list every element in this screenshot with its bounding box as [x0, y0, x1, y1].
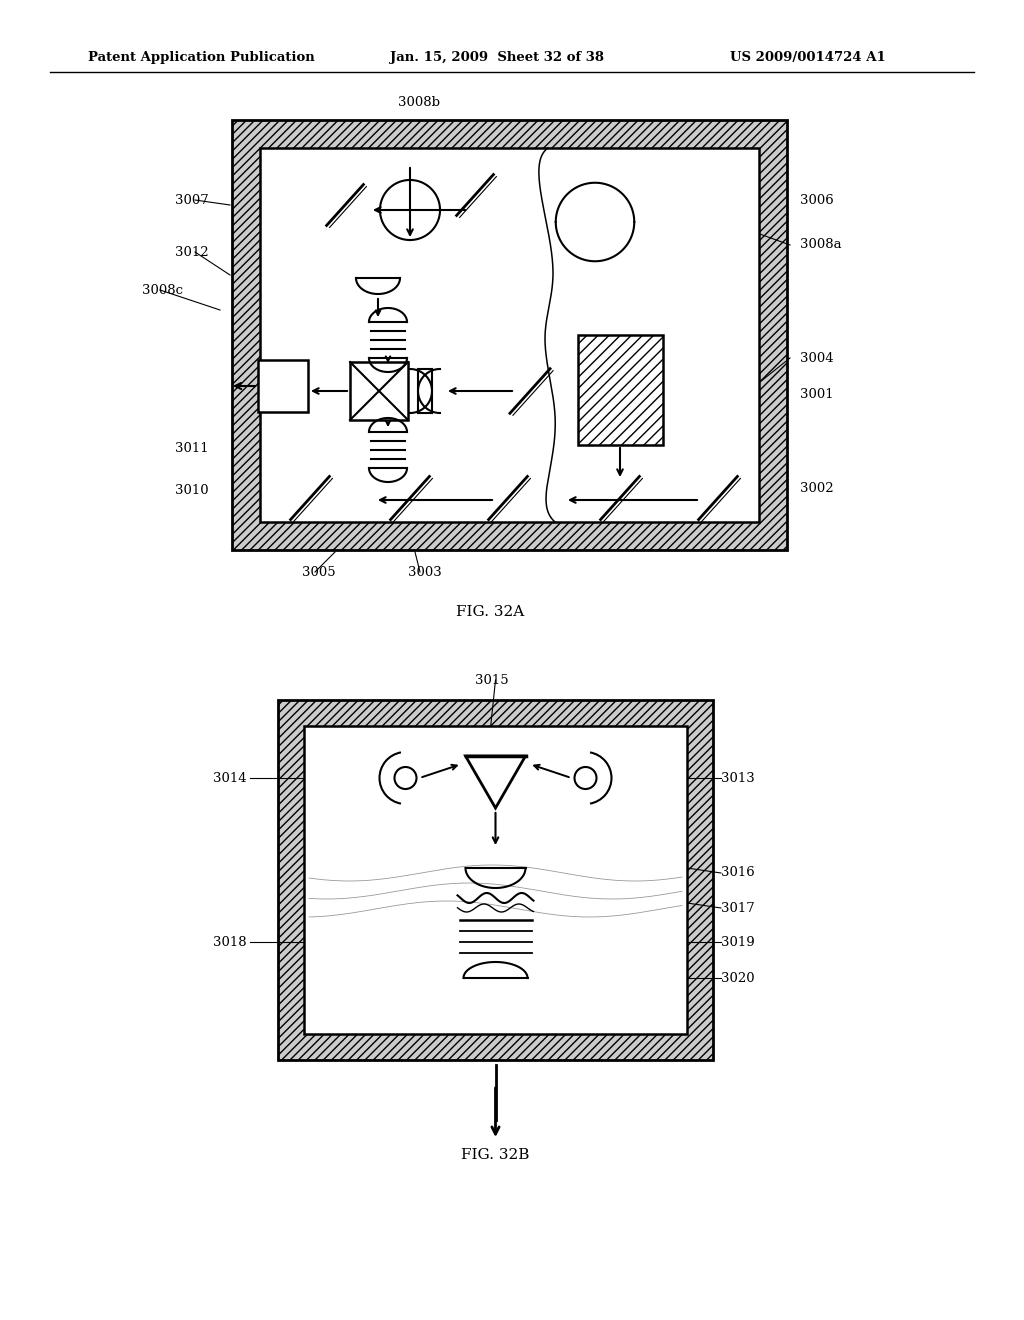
- Text: Jan. 15, 2009  Sheet 32 of 38: Jan. 15, 2009 Sheet 32 of 38: [390, 51, 604, 65]
- Text: 3008b: 3008b: [398, 95, 440, 108]
- Text: 3002: 3002: [800, 482, 834, 495]
- Text: 3016: 3016: [721, 866, 755, 879]
- Bar: [258, 360, 308, 412]
- Text: FIG. 32A: FIG. 32A: [456, 605, 524, 619]
- Bar: [578, 335, 663, 445]
- Bar: [232, 120, 787, 550]
- Text: 3015: 3015: [475, 673, 509, 686]
- Text: 3005: 3005: [302, 565, 336, 578]
- Bar: [304, 726, 687, 1034]
- Bar: [232, 120, 787, 550]
- Bar: [350, 362, 408, 420]
- Text: 3010: 3010: [175, 483, 209, 496]
- Text: 3011: 3011: [175, 441, 209, 454]
- Text: 3004: 3004: [800, 351, 834, 364]
- Text: 3008a: 3008a: [800, 239, 842, 252]
- Text: 3013: 3013: [721, 771, 755, 784]
- Text: 3007: 3007: [175, 194, 209, 206]
- Bar: [278, 700, 713, 1060]
- Bar: [278, 700, 713, 1060]
- Text: 3012: 3012: [175, 246, 209, 259]
- Text: 3008c: 3008c: [142, 284, 183, 297]
- Text: Patent Application Publication: Patent Application Publication: [88, 51, 314, 65]
- Text: 3006: 3006: [800, 194, 834, 206]
- Text: US 2009/0014724 A1: US 2009/0014724 A1: [730, 51, 886, 65]
- Bar: [260, 148, 759, 521]
- Text: 3001: 3001: [800, 388, 834, 401]
- Text: 3019: 3019: [721, 936, 755, 949]
- Text: 3018: 3018: [213, 936, 247, 949]
- Text: FIG. 32B: FIG. 32B: [462, 1148, 529, 1162]
- Bar: [578, 335, 663, 445]
- Text: 3017: 3017: [721, 902, 755, 915]
- Text: 3020: 3020: [721, 972, 755, 985]
- Text: 3014: 3014: [213, 771, 247, 784]
- Text: 3003: 3003: [408, 565, 441, 578]
